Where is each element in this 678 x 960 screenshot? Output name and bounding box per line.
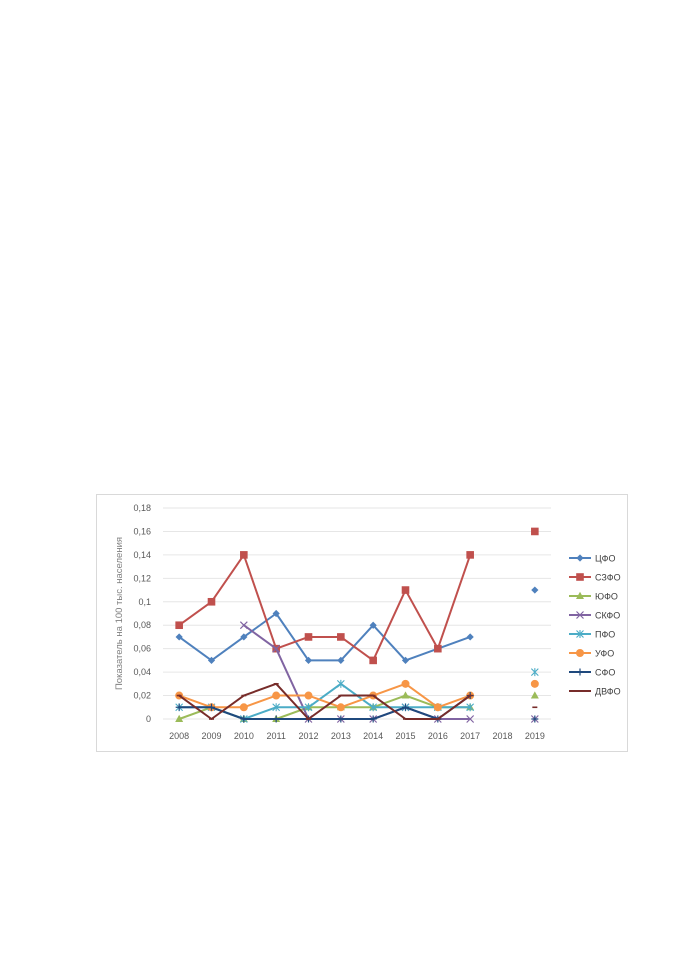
series-5-point [304, 703, 313, 712]
series-2-point [175, 621, 183, 630]
series-5-point [466, 703, 475, 712]
series-6-point [272, 691, 281, 700]
legend-label: СЗФО [595, 573, 621, 583]
series-2-point [434, 644, 442, 653]
x-tick-label: 2014 [363, 731, 383, 741]
series-6-point [304, 691, 313, 700]
series-7-point [402, 703, 409, 711]
series-5-point [272, 703, 281, 712]
series-2-point [337, 633, 345, 641]
x-tick-label: 2016 [428, 731, 448, 741]
legend-marker [576, 668, 584, 676]
x-tick-label: 2010 [234, 731, 254, 741]
series-6-point [239, 703, 248, 712]
series-1-point [240, 633, 248, 641]
series-2-point [207, 597, 216, 606]
series-6-point [530, 679, 539, 688]
y-tick-label: 0,08 [133, 620, 151, 630]
y-tick-label: 0,12 [133, 573, 151, 583]
series-6-point [401, 679, 410, 688]
series-3-point [401, 691, 410, 699]
series-2-point [531, 527, 539, 536]
y-tick-label: 0 [146, 714, 151, 724]
legend-label: ЮФО [595, 592, 618, 602]
series-2-point [240, 551, 248, 559]
x-tick-label: 2008 [169, 731, 189, 741]
series-2-point [401, 586, 410, 594]
x-tick-label: 2011 [266, 731, 285, 741]
series-7-point [208, 703, 215, 711]
series-4-point [272, 644, 281, 653]
line-chart: 0 0,02 0,04 0,06 0,08 0,1 0,12 0,14 0,16 0,18 2008… [114, 503, 621, 741]
x-tick-label: 2017 [460, 731, 480, 741]
y-tick-label: 0,18 [133, 503, 151, 513]
series-3-point [530, 691, 539, 699]
y-tick-label: 0,06 [133, 644, 151, 654]
series-5-point [369, 703, 378, 712]
series-2-point [466, 551, 474, 559]
legend-label: ДВФО [595, 687, 621, 697]
x-tick-label: 2013 [331, 731, 351, 741]
series-4-point [466, 715, 475, 723]
series-6-point [336, 703, 345, 712]
legend-marker [576, 630, 584, 638]
series-1-point [304, 656, 313, 664]
legend-marker [576, 591, 584, 599]
y-tick-label: 0,02 [133, 691, 151, 701]
series-7-point [531, 715, 539, 723]
series-1-point [207, 656, 216, 664]
series-1-point [466, 633, 474, 641]
series-6-point [433, 703, 442, 712]
series-7-point [337, 715, 345, 723]
legend-marker [576, 573, 584, 581]
x-tick-label: 2018 [492, 731, 512, 741]
legend-marker [576, 554, 584, 562]
x-tick-label: 2009 [201, 731, 221, 741]
series-5-point [530, 668, 539, 677]
x-tick-label: 2019 [525, 731, 545, 741]
series-2-point [369, 656, 377, 665]
x-tick-label: 2012 [298, 731, 318, 741]
series-7-point [272, 715, 280, 723]
y-tick-label: 0,14 [133, 550, 151, 560]
series-3-point [175, 714, 184, 722]
legend-label: ЦФО [595, 554, 616, 564]
series-5-point [336, 679, 345, 688]
series-7-point [175, 703, 183, 711]
series-1-point [272, 609, 280, 618]
series-1-point [531, 586, 539, 594]
x-tick-label: 2015 [395, 731, 415, 741]
y-axis-title: Показатель на 100 тыс. населения [114, 537, 125, 690]
series-4-point [239, 621, 248, 630]
series-2-line [179, 531, 535, 660]
y-tick-label: 0,1 [138, 597, 151, 607]
chart-frame: 0 0,02 0,04 0,06 0,08 0,1 0,12 0,14 0,16 0,18 2008… [96, 494, 628, 752]
legend-label: СФО [595, 668, 615, 678]
series-7-point [240, 715, 248, 723]
legend-label: СКФО [595, 611, 620, 621]
series-2-point [304, 633, 313, 641]
legend-label: УФО [595, 649, 614, 659]
legend-marker [576, 649, 584, 657]
y-tick-label: 0,04 [133, 667, 151, 677]
series-7-point [369, 715, 377, 723]
legend-marker [576, 611, 584, 619]
series-1-point [175, 633, 183, 641]
legend-label: ПФО [595, 630, 615, 640]
y-tick-label: 0,16 [133, 526, 151, 536]
